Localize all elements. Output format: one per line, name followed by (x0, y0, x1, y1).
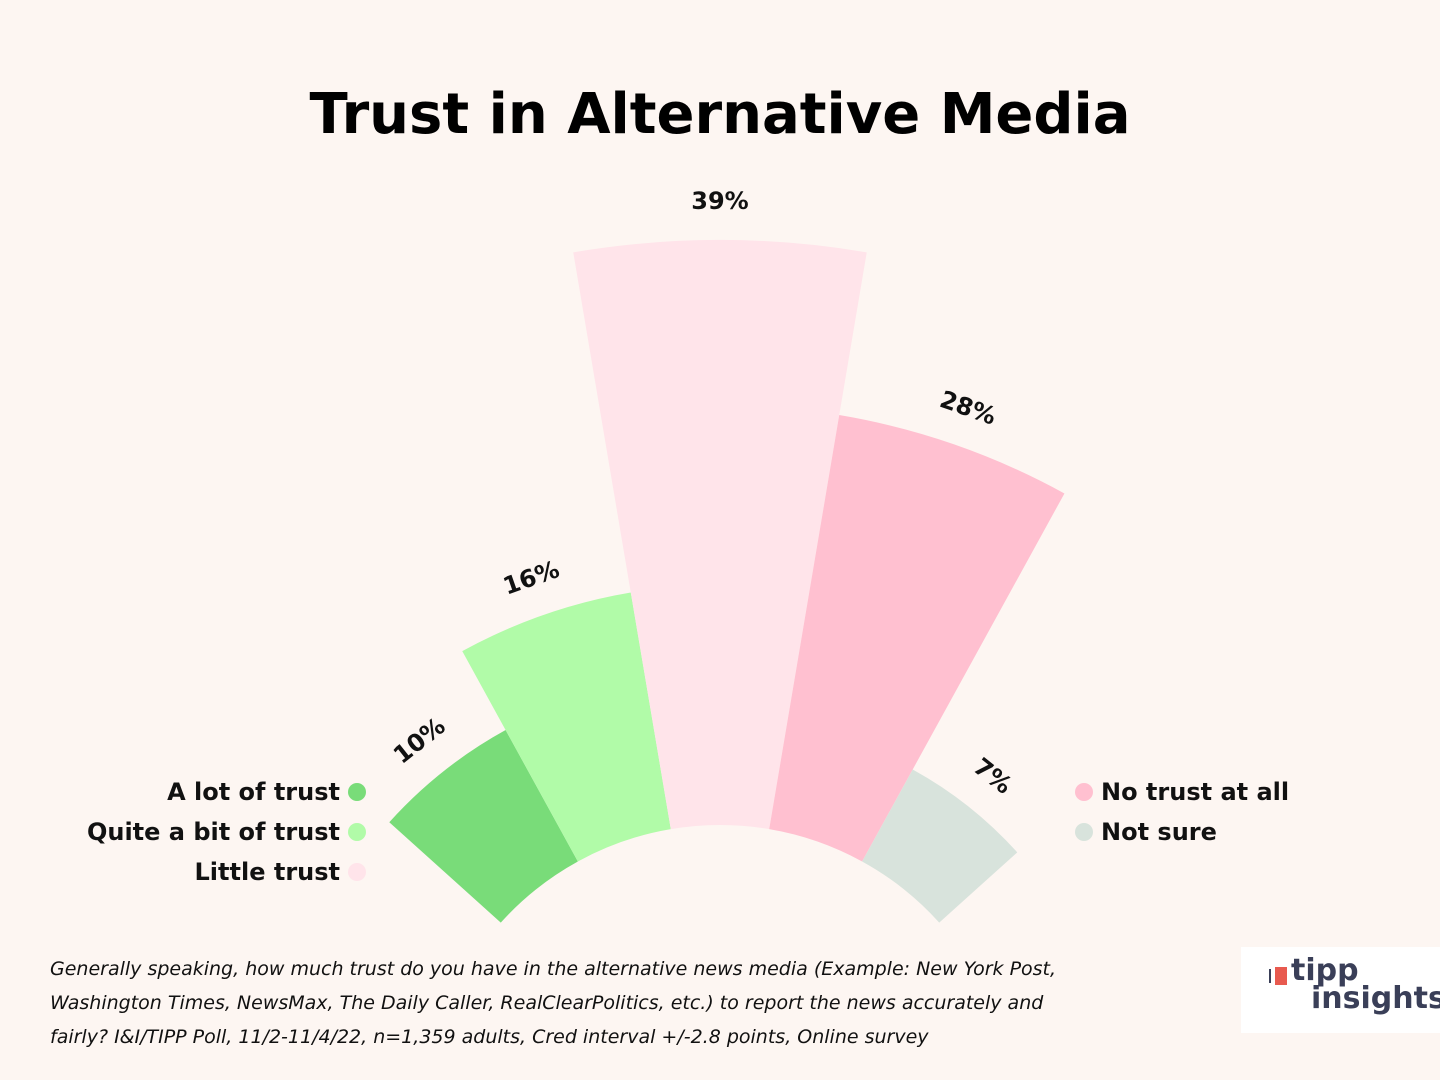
legend-swatch (348, 783, 366, 801)
legend-item-not-sure: Not sure (1075, 812, 1440, 852)
legend-swatch (1075, 823, 1093, 841)
footnote-line: fairly? I&I/TIPP Poll, 11/2-11/4/22, n=1… (50, 1026, 929, 1048)
bar-no-trust-at-all (769, 415, 1065, 862)
legend-label: No trust at all (1101, 778, 1290, 806)
bar-quite-a-bit-of-trust (462, 592, 671, 862)
data-label: 10% (388, 712, 450, 770)
data-label: 28% (936, 385, 999, 430)
legend-item-no-trust-at-all: No trust at all (1075, 772, 1440, 812)
tipp-insights-logo: tipp insights (1241, 947, 1440, 1033)
footnote-line: Generally speaking, how much trust do yo… (50, 958, 1057, 980)
legend-swatch (1075, 783, 1093, 801)
legend-item-a-lot-of-trust: A lot of trust (0, 772, 366, 812)
chart-title: Trust in Alternative Media (309, 82, 1131, 147)
logo-lines-icon (1269, 969, 1277, 983)
footnote: Generally speaking, how much trust do yo… (50, 952, 1130, 1054)
logo-mark-icon (1275, 967, 1287, 985)
legend-item-little-trust: Little trust (0, 852, 366, 892)
data-label: 7% (968, 752, 1017, 799)
legend-swatch (348, 823, 366, 841)
legend-label: A lot of trust (167, 778, 340, 806)
legend-right: No trust at all Not sure (1075, 772, 1440, 852)
logo-word-2: insights (1311, 981, 1440, 1016)
bar-a-lot-of-trust (389, 730, 578, 923)
footnote-line: Washington Times, NewsMax, The Daily Cal… (50, 992, 1044, 1014)
legend-swatch (348, 863, 366, 881)
legend-label: Not sure (1101, 818, 1217, 846)
data-label: 39% (691, 187, 748, 215)
bar-not-sure (862, 769, 1018, 923)
legend-label: Quite a bit of trust (86, 818, 340, 846)
bar-little-trust (573, 239, 867, 830)
data-label: 16% (499, 555, 562, 600)
legend-left: A lot of trust Quite a bit of trust Litt… (0, 772, 400, 892)
legend-label: Little trust (194, 858, 340, 886)
legend-item-quite-a-bit-of-trust: Quite a bit of trust (0, 812, 366, 852)
logo-word-1: tipp (1291, 953, 1359, 988)
